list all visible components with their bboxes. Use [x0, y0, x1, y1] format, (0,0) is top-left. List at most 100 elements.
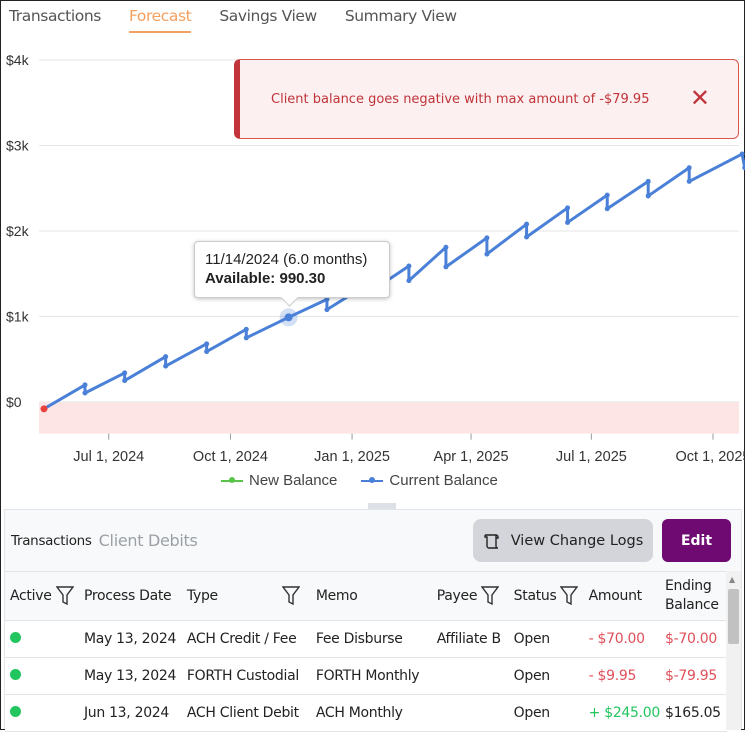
current-balance-point	[82, 382, 88, 388]
current-balance-point	[324, 307, 330, 313]
tab-transactions[interactable]: Transactions	[9, 7, 101, 25]
y-tick-label: $3k	[6, 138, 30, 154]
tab-forecast[interactable]: Forecast	[128, 7, 192, 33]
y-tick-label: $4k	[6, 52, 30, 68]
current-balance-point	[204, 349, 210, 355]
legend-label: Current Balance	[389, 472, 498, 489]
cell-type: ACH Credit / Fee	[181, 620, 311, 658]
cell-active	[5, 694, 79, 732]
cell-memo: ACH Monthly	[310, 694, 432, 732]
tab-savings-view[interactable]: Savings View	[219, 7, 317, 25]
current-balance-point	[122, 370, 128, 376]
column-label: Type	[186, 588, 218, 604]
column-label: Process Date	[83, 588, 172, 604]
column-label: Memo	[315, 588, 358, 604]
tooltip-value: 990.30	[279, 270, 326, 287]
current-balance-point	[204, 341, 210, 347]
cell-date: May 13, 2024	[78, 620, 182, 658]
column-label: Payee	[436, 588, 478, 604]
column-label: Ending Balance	[665, 578, 719, 613]
view-change-logs-button[interactable]: View Change Logs	[473, 519, 653, 562]
legend-new-balance[interactable]: New Balance	[221, 472, 337, 489]
hovered-point	[284, 313, 293, 322]
current-balance-point	[645, 193, 651, 199]
current-balance-point	[406, 278, 412, 284]
current-balance-point	[443, 264, 449, 270]
view-tabs: Transactions Forecast Savings View Summa…	[9, 7, 485, 33]
table-row[interactable]: Jun 13, 2024 ACH Client Debit ACH Monthly O…	[5, 694, 727, 732]
cell-active	[5, 620, 79, 658]
filter-icon[interactable]	[481, 586, 500, 606]
current-balance-point	[82, 390, 88, 396]
chart-legend: New Balance Current Balance	[221, 472, 498, 489]
chart-tooltip: 11/14/2024 (6.0 months) Available: 990.3…	[194, 241, 390, 298]
x-icon[interactable]: ✕	[689, 84, 710, 112]
scroll-icon	[483, 533, 499, 549]
edit-button[interactable]: Edit	[662, 519, 731, 562]
negative-region	[39, 402, 739, 434]
forecast-chart: $0 $1k $2k $3k $4k Jul 1, 2024 Oct 1, 2024 Jan …	[6, 52, 745, 465]
column-header[interactable]: Process Date	[78, 571, 182, 621]
column-header[interactable]: Memo	[310, 571, 432, 621]
panel-title: Transactions	[11, 532, 92, 549]
current-balance-point	[243, 326, 249, 332]
current-balance-point	[565, 219, 571, 225]
legend-current-balance[interactable]: Current Balance	[361, 472, 498, 489]
tooltip-label: Available:	[205, 270, 276, 287]
cell-memo: FORTH Monthly	[310, 657, 432, 695]
current-balance-point	[524, 221, 530, 227]
table-row[interactable]: May 13, 2024 ACH Credit / Fee Fee Disburse…	[5, 620, 727, 658]
transactions-table: Active Process Date Type Memo Payee Status Amo…	[5, 571, 727, 732]
current-balance-point	[686, 178, 692, 184]
filter-icon[interactable]	[560, 586, 579, 606]
x-tick-label: Jan 1, 2025	[314, 449, 390, 465]
column-header[interactable]: Status	[508, 571, 584, 621]
y-tick-label: $0	[6, 394, 22, 410]
current-balance-point	[163, 354, 169, 360]
cell-balance: $165.05	[660, 694, 727, 732]
legend-swatch	[221, 477, 243, 484]
cell-payee	[431, 694, 509, 732]
filter-icon[interactable]	[55, 586, 74, 606]
current-balance-point	[739, 151, 745, 157]
negative-balance-alert: Client balance goes negative with max am…	[234, 59, 739, 139]
column-header[interactable]: Amount	[583, 571, 660, 621]
scroll-up-icon[interactable]: ▲	[729, 575, 736, 584]
column-label: Status	[513, 588, 557, 604]
cell-date: Jun 13, 2024	[78, 694, 182, 732]
x-tick-label: Oct 1, 2024	[193, 449, 268, 465]
resize-handle[interactable]	[368, 503, 396, 509]
cell-payee: Affiliate B	[431, 620, 509, 658]
current-balance-point	[742, 165, 745, 171]
cell-balance: $-79.95	[660, 657, 727, 695]
cell-amount: - $9.95	[583, 657, 660, 695]
alert-message: Client balance goes negative with max am…	[271, 91, 650, 107]
current-balance-point	[484, 251, 490, 257]
panel-subtitle: Client Debits	[98, 531, 198, 550]
active-indicator	[10, 706, 21, 717]
current-balance-point	[604, 192, 610, 198]
cell-payee	[431, 657, 509, 695]
cell-active	[5, 657, 79, 695]
column-header[interactable]: Active	[5, 571, 79, 621]
cell-date: May 13, 2024	[78, 657, 182, 695]
x-tick-label: Jul 1, 2025	[556, 449, 627, 465]
current-balance-point	[604, 206, 610, 212]
column-header[interactable]: Payee	[431, 571, 509, 621]
active-indicator	[10, 669, 21, 680]
current-balance-point	[163, 363, 169, 369]
tooltip-date: 11/14/2024 (6.0 months)	[205, 251, 368, 268]
table-row[interactable]: May 13, 2024 FORTH Custodial FORTH Monthly…	[5, 657, 727, 695]
cell-status: Open	[508, 620, 584, 658]
table-scrollbar[interactable]: ▲	[726, 571, 741, 730]
column-header[interactable]: Ending Balance	[660, 571, 727, 621]
scrollbar-thumb[interactable]	[728, 589, 739, 644]
tab-summary-view[interactable]: Summary View	[344, 7, 457, 25]
cell-amount: + $245.00	[583, 694, 660, 732]
filter-icon[interactable]	[281, 586, 300, 606]
current-balance-point	[443, 244, 449, 250]
current-balance-point	[324, 296, 330, 302]
current-balance-point	[565, 205, 571, 211]
view-change-logs-label: View Change Logs	[510, 532, 644, 549]
column-header[interactable]: Type	[181, 571, 311, 621]
